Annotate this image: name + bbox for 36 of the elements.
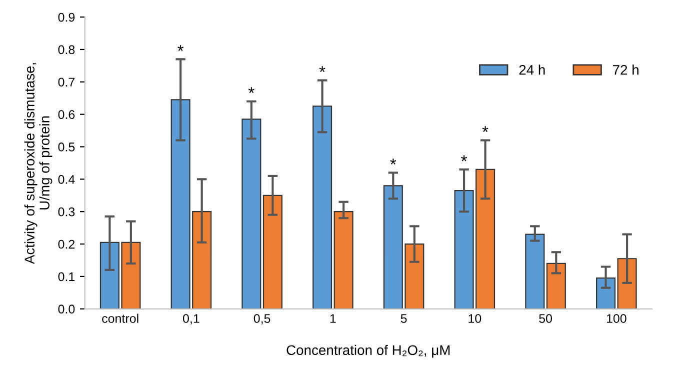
annotation: * — [482, 126, 488, 132]
y-tick-label: 0.8 — [58, 45, 75, 54]
x-tick-label: 10 — [468, 314, 482, 323]
bar — [546, 262, 566, 309]
legend-label: 72 h — [613, 64, 638, 75]
x-tick-label: 50 — [539, 314, 552, 323]
bar — [334, 211, 354, 309]
annotation: * — [178, 45, 184, 51]
bar — [525, 234, 545, 309]
annotation: * — [461, 155, 468, 162]
annotation: * — [248, 87, 254, 94]
legend-label: 24 h — [519, 64, 545, 75]
x-tick-label: 0,5 — [254, 314, 270, 324]
bar — [262, 194, 282, 309]
y-tick-label: 0.5 — [58, 142, 75, 152]
bar — [312, 106, 332, 309]
x-tick-label: 100 — [606, 314, 626, 323]
x-tick-label: control — [102, 314, 138, 323]
bar — [617, 258, 637, 309]
y-tick-label: 0.3 — [58, 207, 75, 216]
y-tick-label: 0.0 — [58, 304, 75, 314]
x-tick-label: 0,1 — [182, 314, 200, 324]
annotation: * — [319, 66, 326, 72]
y-tick-label: 0.7 — [58, 78, 75, 87]
bar — [596, 278, 616, 309]
x-axis-title: Concentration of H₂O₂, μM — [286, 344, 450, 358]
y-tick-label: 0.2 — [58, 240, 75, 249]
x-tick-label: 5 — [400, 314, 407, 323]
annotation: * — [390, 158, 396, 164]
y-tick-label: 0.9 — [58, 12, 75, 22]
y-tick-label: 0.4 — [58, 174, 75, 184]
x-tick-label: 1 — [330, 314, 336, 323]
bar — [242, 118, 262, 309]
y-axis-title: Activity of superoxide dismutase, U/mg of protein — [24, 63, 52, 264]
y-tick-label: 0.1 — [58, 272, 75, 282]
y-tick-label: 0.6 — [58, 110, 75, 119]
